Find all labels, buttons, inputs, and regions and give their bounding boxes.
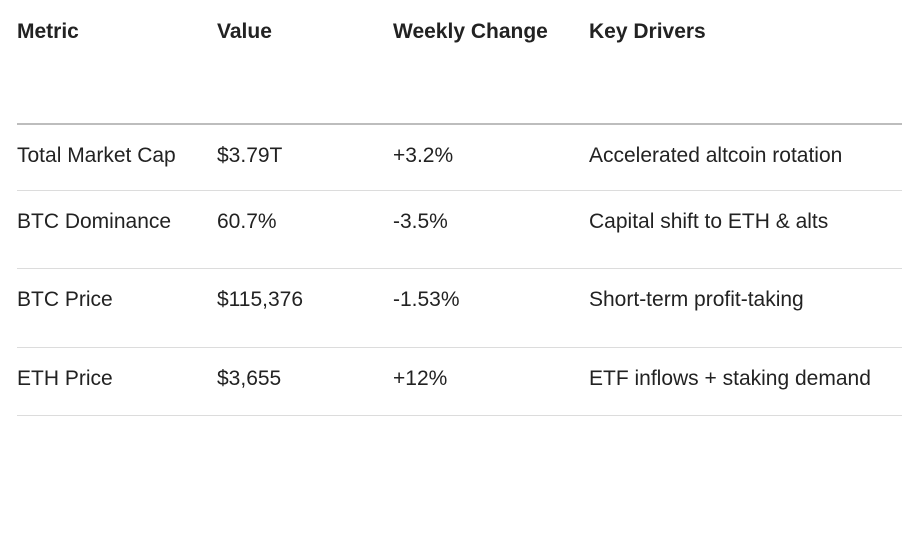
table-row: Total Market Cap $3.79T +3.2% Accelerate…	[17, 124, 902, 191]
cell-weekly-change: -1.53%	[393, 268, 589, 348]
table-row: ETH Price $3,655 +12% ETF inflows + stak…	[17, 347, 902, 416]
cell-metric: BTC Price	[17, 268, 217, 348]
header-key-drivers: Key Drivers	[589, 10, 902, 125]
cell-weekly-change: -3.5%	[393, 190, 589, 269]
cell-weekly-change: +12%	[393, 347, 589, 416]
cell-metric: ETH Price	[17, 347, 217, 416]
cell-key-drivers: Accelerated altcoin rotation	[589, 124, 902, 191]
cell-key-drivers: Short-term profit-taking	[589, 268, 902, 348]
cell-key-drivers: ETF inflows + staking demand	[589, 347, 902, 416]
cell-value: $3,655	[217, 347, 393, 416]
header-weekly-change: Weekly Change	[393, 10, 589, 125]
cell-metric: BTC Dominance	[17, 190, 217, 269]
cell-metric: Total Market Cap	[17, 124, 217, 191]
cell-key-drivers: Capital shift to ETH & alts	[589, 190, 902, 269]
cell-weekly-change: +3.2%	[393, 124, 589, 191]
header-value: Value	[217, 10, 393, 125]
market-metrics-table: Metric Value Weekly Change Key Drivers T…	[17, 10, 902, 416]
header-row: Metric Value Weekly Change Key Drivers	[17, 10, 902, 125]
cell-value: $115,376	[217, 268, 393, 348]
table-header: Metric Value Weekly Change Key Drivers	[17, 10, 902, 125]
table-row: BTC Dominance 60.7% -3.5% Capital shift …	[17, 190, 902, 269]
table-body: Total Market Cap $3.79T +3.2% Accelerate…	[17, 124, 902, 416]
table-row: BTC Price $115,376 -1.53% Short-term pro…	[17, 268, 902, 348]
cell-value: $3.79T	[217, 124, 393, 191]
cell-value: 60.7%	[217, 190, 393, 269]
header-metric: Metric	[17, 10, 217, 125]
